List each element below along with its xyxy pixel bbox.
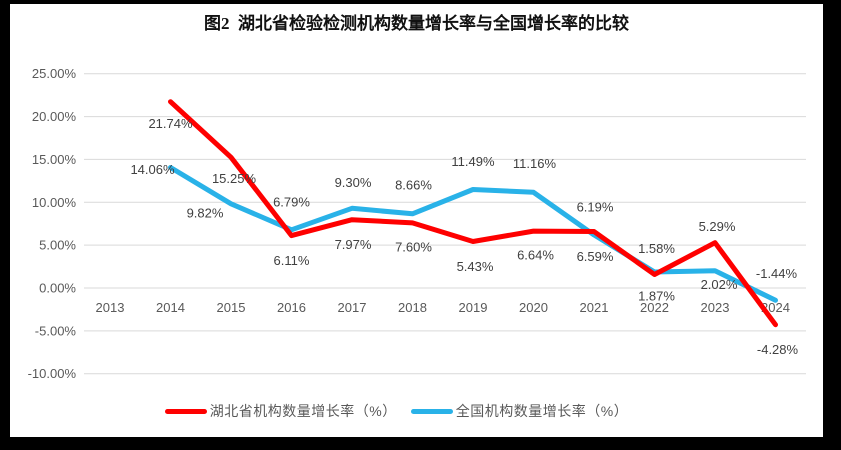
data-label: 15.25% bbox=[212, 171, 257, 186]
data-label: 9.30% bbox=[335, 175, 372, 190]
y-axis-tick-labels: 25.00% 20.00% 15.00% 10.00% 5.00% 0.00% -5.00%… bbox=[28, 66, 77, 381]
legend-item-national: 全国机构数量增长率（%） bbox=[410, 401, 629, 421]
data-label: 5.43% bbox=[457, 259, 494, 274]
data-label: 11.49% bbox=[451, 154, 495, 169]
gridlines bbox=[84, 73, 806, 375]
x-axis-year-labels: 2013 2014 2015 2016 2017 2018 2019 2020 2021 2022… bbox=[96, 300, 790, 315]
chart-title: 图2 湖北省检验检测机构数量增长率与全国增长率的比较 bbox=[204, 14, 629, 33]
data-label: 7.97% bbox=[335, 237, 372, 252]
x-tick-label: 2023 bbox=[701, 300, 730, 315]
x-tick-label: 2013 bbox=[96, 300, 125, 315]
y-tick-label: 15.00% bbox=[32, 152, 77, 167]
x-tick-label: 2015 bbox=[217, 300, 246, 315]
y-tick-label: -5.00% bbox=[35, 323, 77, 338]
frame-border-bottom bbox=[0, 437, 841, 450]
hubei-line bbox=[168, 99, 778, 328]
x-tick-label: 2014 bbox=[156, 300, 185, 315]
x-tick-label: 2017 bbox=[338, 300, 367, 315]
data-label: 1.58% bbox=[638, 241, 675, 256]
data-label: 6.79% bbox=[273, 194, 310, 209]
y-tick-label: 20.00% bbox=[32, 109, 77, 124]
data-label: 11.16% bbox=[513, 156, 557, 171]
legend: 湖北省机构数量增长率（%） 全国机构数量增长率（%） bbox=[0, 401, 793, 421]
x-tick-label: 2016 bbox=[277, 300, 306, 315]
data-label: 21.74% bbox=[148, 116, 193, 131]
data-label: 8.66% bbox=[395, 177, 432, 192]
legend-label-national: 全国机构数量增长率（%） bbox=[455, 403, 629, 419]
data-label: 7.60% bbox=[395, 239, 432, 254]
data-label: 6.11% bbox=[274, 253, 310, 268]
frame-border-top bbox=[0, 0, 841, 4]
data-labels: 21.74% 15.25% 6.11% 7.97% 7.60% 5.43% 6.64% 6.5… bbox=[130, 116, 798, 357]
national-line bbox=[168, 165, 778, 303]
legend-item-hubei: 湖北省机构数量增长率（%） bbox=[164, 401, 397, 421]
data-label: 1.87% bbox=[638, 288, 675, 303]
data-label: -4.28% bbox=[757, 342, 799, 357]
x-tick-label: 2021 bbox=[580, 300, 609, 315]
y-tick-label: -10.00% bbox=[28, 366, 77, 381]
legend-label-hubei: 湖北省机构数量增长率（%） bbox=[209, 403, 397, 419]
national-line-swatch bbox=[410, 408, 453, 414]
x-tick-label: 2022 bbox=[640, 300, 669, 315]
frame-border-right bbox=[823, 0, 841, 450]
x-tick-label: 2018 bbox=[398, 300, 427, 315]
x-tick-label: 2020 bbox=[519, 300, 548, 315]
data-label: 2.02% bbox=[701, 277, 738, 292]
frame-border-left bbox=[0, 0, 10, 450]
data-label: 14.06% bbox=[130, 162, 175, 177]
data-label: 6.59% bbox=[577, 249, 614, 264]
y-tick-label: 5.00% bbox=[39, 238, 76, 253]
data-label: 9.82% bbox=[187, 205, 224, 220]
data-label: 6.64% bbox=[517, 248, 554, 263]
data-label: -1.44% bbox=[756, 266, 798, 281]
data-label: 5.29% bbox=[699, 219, 736, 234]
data-label: 6.19% bbox=[577, 199, 614, 214]
hubei-line-swatch bbox=[164, 408, 207, 414]
y-tick-label: 25.00% bbox=[32, 66, 77, 81]
y-tick-label: 0.00% bbox=[39, 281, 76, 296]
x-tick-label: 2019 bbox=[459, 300, 488, 315]
y-tick-label: 10.00% bbox=[32, 195, 77, 210]
